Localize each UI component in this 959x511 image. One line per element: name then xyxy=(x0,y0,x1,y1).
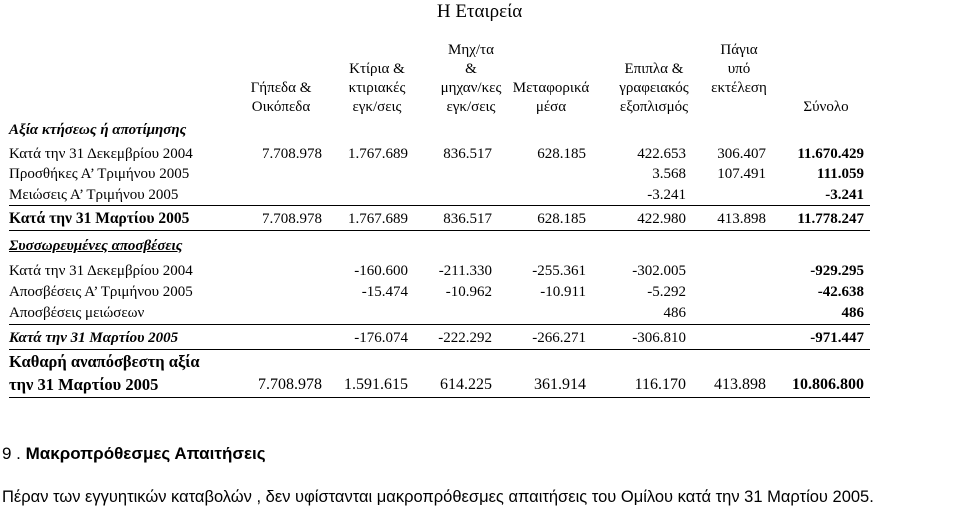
cell-total: 111.059 xyxy=(816,166,864,182)
col-header-line: γραφειακός xyxy=(619,80,689,96)
cell-furniture: -3.241 xyxy=(647,187,686,203)
col-header-line: Οικόπεδα xyxy=(251,99,311,115)
col-header-total: Σύνολο xyxy=(786,98,866,117)
cell-furniture: 486 xyxy=(663,305,687,321)
page-title: Η Εταιρεία xyxy=(436,1,523,22)
section-paragraph: Πέραν των εγγυητικών καταβολών , δεν υφί… xyxy=(2,488,874,506)
cell-furniture: 422.980 xyxy=(637,211,686,227)
cell-vehicles: 628.185 xyxy=(537,146,586,162)
row-label: Προσθήκες Α’ Τριμήνου 2005 xyxy=(9,166,190,182)
cell-buildings: 1.767.689 xyxy=(348,211,408,227)
col-header-line: εκτέλεση xyxy=(711,80,767,96)
cell-furniture: -306.810 xyxy=(632,330,686,346)
col-header-line: & xyxy=(465,61,477,77)
cell-machinery: 836.517 xyxy=(443,211,492,227)
cell-construction: 107.491 xyxy=(717,166,766,182)
cell-total: -3.241 xyxy=(825,187,864,203)
cell-furniture: -302.005 xyxy=(632,263,686,279)
cell-furniture: 3.568 xyxy=(652,166,686,182)
col-header-line: μηχαν/κες xyxy=(440,80,502,96)
row-label: Κατά την 31 Μαρτίου 2005 xyxy=(9,210,190,227)
col-header-furniture: Επιπλα & γραφειακός εξοπλισμός xyxy=(604,60,704,117)
row-label: Αποσβέσεις Α’ Τριμήνου 2005 xyxy=(9,284,193,300)
cell-furniture: 116.170 xyxy=(634,376,686,393)
row-label: Μειώσεις Α’ Τριμήνου 2005 xyxy=(9,187,179,203)
cell-total: -971.447 xyxy=(810,330,864,346)
cell-buildings: 1.767.689 xyxy=(348,146,408,162)
cell-construction: 413.898 xyxy=(714,376,766,393)
col-header-line: κτιριακές xyxy=(348,80,406,96)
cell-total: 10.806.800 xyxy=(792,376,864,393)
cell-total: 486 xyxy=(841,305,865,321)
col-header-line: Μηχ/τα xyxy=(448,42,494,58)
col-header-line: μέσα xyxy=(535,99,567,115)
col-header-line: Κτίρια & xyxy=(349,61,405,77)
cell-vehicles: 361.914 xyxy=(534,376,586,393)
col-header-vehicles: Μεταφορικά μέσα xyxy=(505,79,597,117)
cell-vehicles: 628.185 xyxy=(537,211,586,227)
cell-land: 7.708.978 xyxy=(262,146,322,162)
cell-total: -42.638 xyxy=(817,284,864,300)
cell-construction: 413.898 xyxy=(717,211,766,227)
cell-buildings: 1.591.615 xyxy=(344,376,408,393)
cell-construction: 306.407 xyxy=(717,146,766,162)
row-divider xyxy=(9,230,870,231)
cell-vehicles: -255.361 xyxy=(532,263,586,279)
col-header-line: Πάγια xyxy=(720,42,758,58)
cell-machinery: -211.330 xyxy=(438,263,492,279)
col-header-line: εγκ/σεις xyxy=(352,99,402,115)
cell-total: -929.295 xyxy=(810,263,864,279)
cell-buildings: -15.474 xyxy=(361,284,408,300)
col-header-machinery: Μηχ/τα & μηχαν/κες εγκ/σεις xyxy=(424,41,518,117)
col-header-land: Γήπεδα & Οικόπεδα xyxy=(238,79,324,117)
row-label: Κατά την 31 Δεκεμβρίου 2004 xyxy=(9,146,193,162)
cell-total: 11.778.247 xyxy=(797,211,864,227)
cell-vehicles: -266.271 xyxy=(532,330,586,346)
cell-land: 7.708.978 xyxy=(262,211,322,227)
section-title: Μακροπρόθεσμες Απαιτήσεις xyxy=(25,444,266,463)
col-header-line: Γήπεδα & xyxy=(250,80,312,96)
accum-section-label: Συσσωρευμένες αποσβέσεις xyxy=(9,238,183,254)
row-divider xyxy=(9,205,870,206)
cell-furniture: 422.653 xyxy=(637,146,686,162)
col-header-line: Μεταφορικά xyxy=(512,80,590,96)
cell-total: 11.670.429 xyxy=(797,146,864,162)
section-number: 9 . xyxy=(2,444,21,463)
net-value-label: Καθαρή αναπόσβεστη αξία xyxy=(9,352,200,371)
col-header-line: εγκ/σεις xyxy=(446,99,496,115)
cell-machinery: 836.517 xyxy=(443,146,492,162)
cell-furniture: -5.292 xyxy=(647,284,686,300)
cost-section-label: Αξία κτήσεως ή αποτίμησης xyxy=(9,122,187,138)
row-label: Κατά την 31 Δεκεμβρίου 2004 xyxy=(9,263,193,279)
cell-machinery: -222.292 xyxy=(438,330,492,346)
cell-buildings: -160.600 xyxy=(354,263,408,279)
cell-machinery: -10.962 xyxy=(445,284,492,300)
cell-land: 7.708.978 xyxy=(258,376,322,393)
cell-buildings: -176.074 xyxy=(354,330,408,346)
section-heading: 9 . Μακροπρόθεσμες Απαιτήσεις xyxy=(2,444,266,464)
col-header-construction: Πάγια υπό εκτέλεση xyxy=(694,41,784,98)
row-label: Αποσβέσεις μειώσεων xyxy=(9,305,145,321)
cell-vehicles: -10.911 xyxy=(540,284,586,300)
row-divider xyxy=(9,349,870,350)
row-label: Κατά την 31 Μαρτίου 2005 xyxy=(9,330,179,346)
row-label: την 31 Μαρτίου 2005 xyxy=(9,375,159,394)
col-header-buildings: Κτίρια & κτιριακές εγκ/σεις xyxy=(334,60,420,117)
col-header-line: Σύνολο xyxy=(803,99,849,115)
col-header-line: Επιπλα & xyxy=(624,61,684,77)
table-bottom-rule xyxy=(9,397,870,398)
col-header-line: υπό xyxy=(727,61,751,77)
cell-machinery: 614.225 xyxy=(440,376,492,393)
row-divider xyxy=(9,324,870,325)
col-header-line: εξοπλισμός xyxy=(619,99,689,115)
